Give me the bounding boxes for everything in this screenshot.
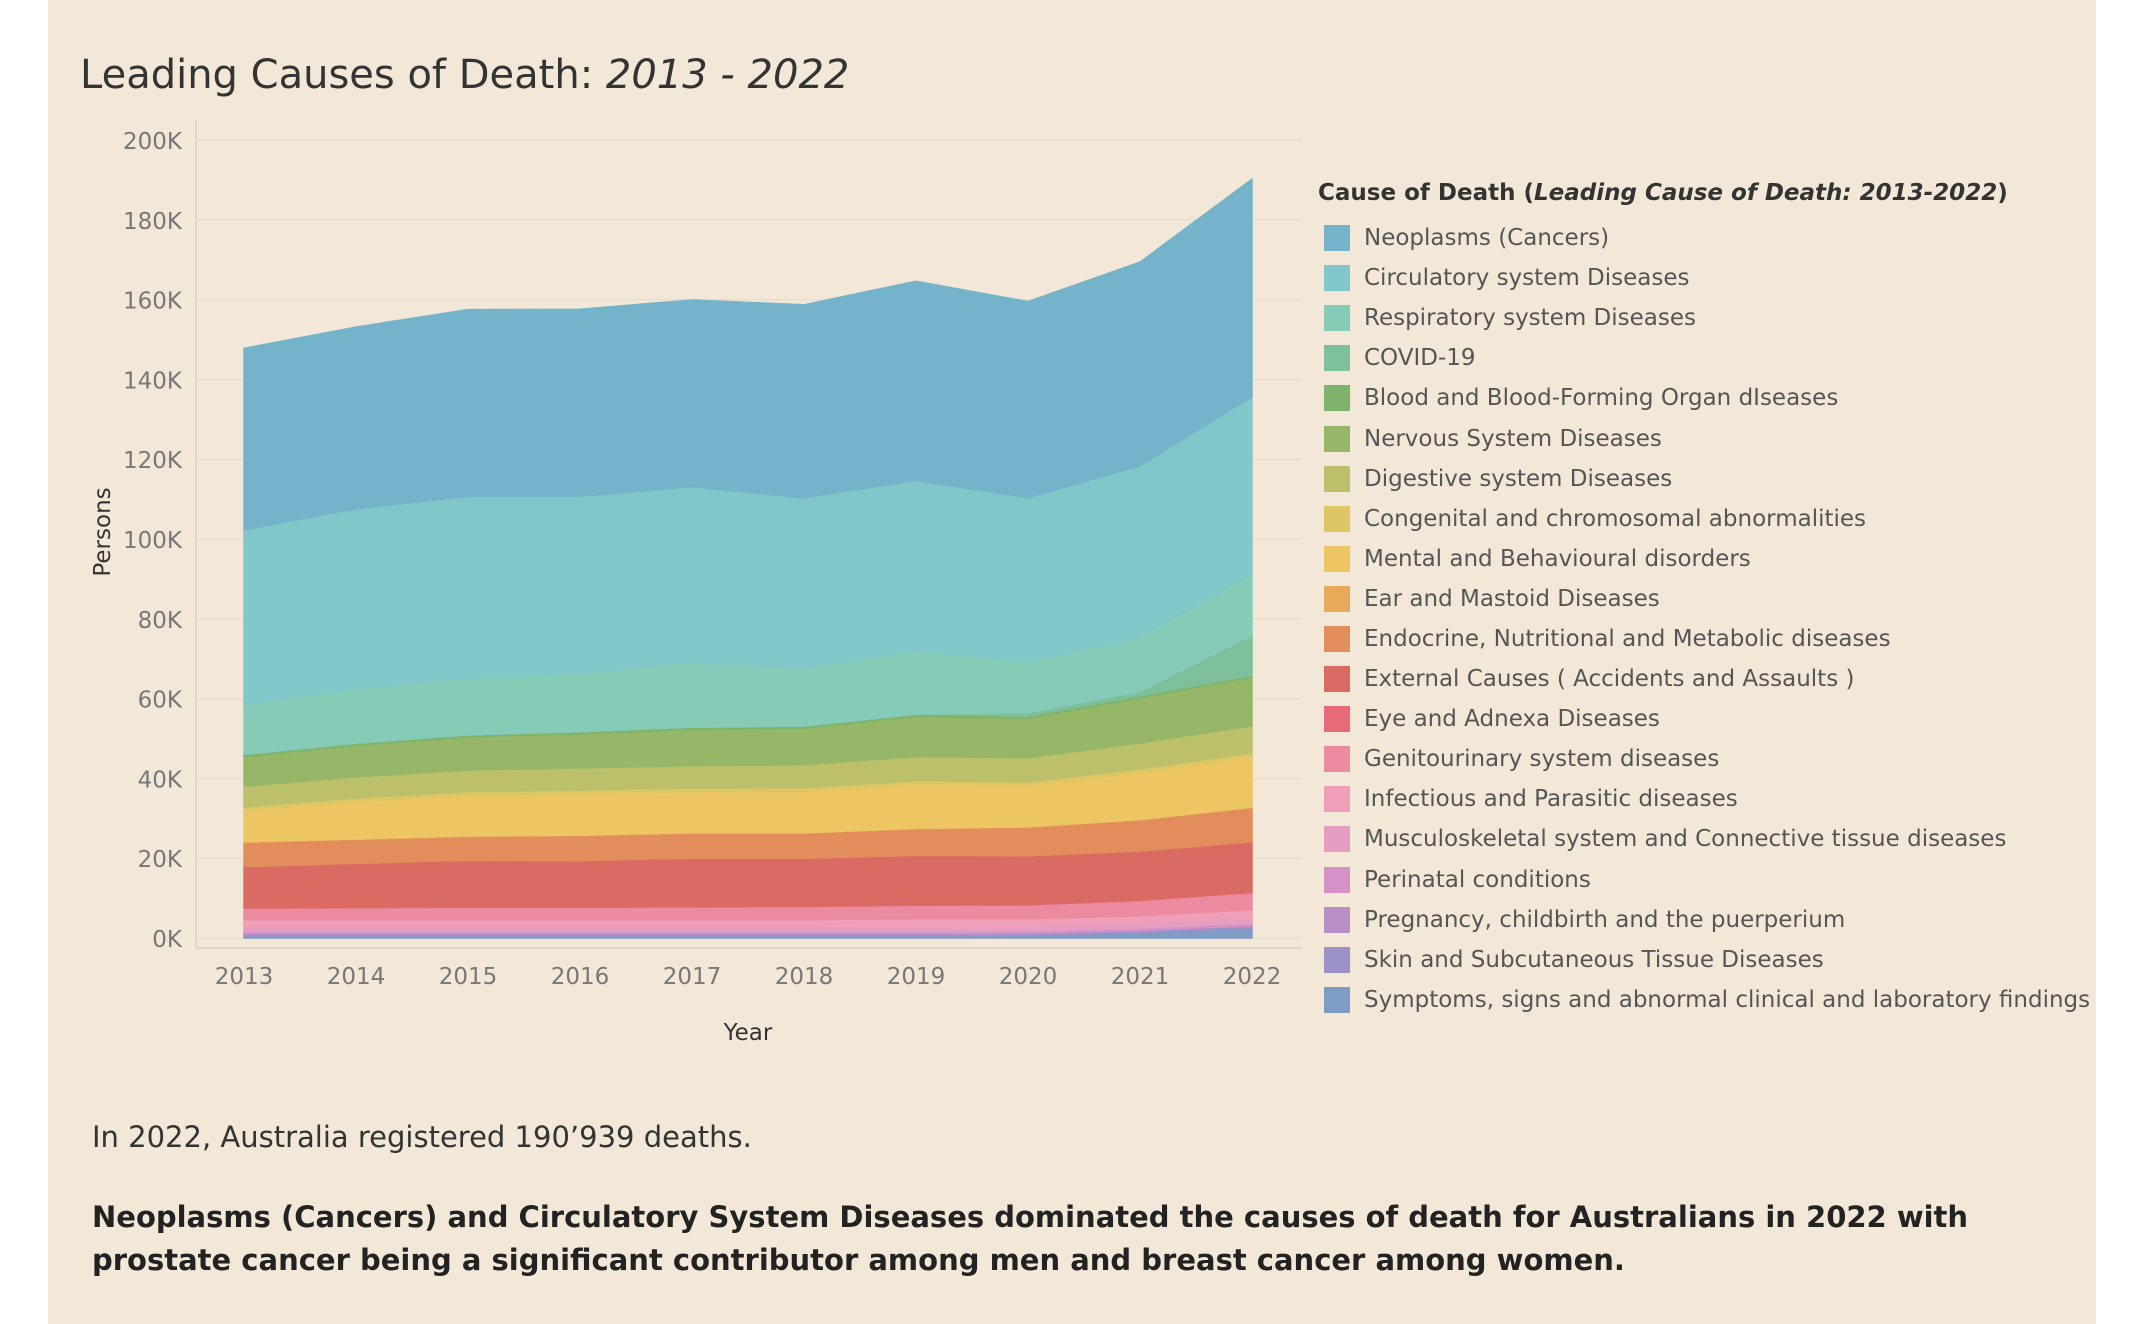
legend-swatch	[1324, 786, 1350, 813]
legend-item[interactable]: Ear and Mastoid Diseases	[1318, 579, 2118, 619]
x-tick-label: 2021	[1111, 964, 1170, 990]
legend-label: Mental and Behavioural disorders	[1364, 545, 1751, 572]
legend-swatch	[1324, 505, 1350, 532]
legend-item[interactable]: Respiratory system Diseases	[1318, 298, 2118, 338]
legend-label: Endocrine, Nutritional and Metabolic dis…	[1364, 625, 1891, 652]
x-tick-label: 2018	[775, 964, 834, 990]
legend-label: Perinatal conditions	[1364, 866, 1591, 893]
legend-swatch	[1324, 706, 1350, 733]
chart-title-main: Leading Causes of Death:	[80, 52, 594, 98]
x-tick-label: 2015	[439, 964, 498, 990]
legend-label: COVID-19	[1364, 345, 1476, 372]
y-tick-label: 160K	[123, 289, 183, 315]
legend-item[interactable]: Skin and Subcutaneous Tissue Diseases	[1318, 940, 2118, 980]
legend-swatch	[1324, 345, 1350, 372]
legend-swatch	[1324, 946, 1350, 973]
detail-text: Neoplasms (Cancers) and Circulatory Syst…	[92, 1200, 1969, 1277]
legend-label: Infectious and Parasitic diseases	[1364, 786, 1738, 813]
legend-label: Respiratory system Diseases	[1364, 305, 1696, 332]
y-tick-label: 140K	[123, 368, 183, 394]
y-tick-label: 60K	[138, 688, 183, 714]
x-tick-label: 2014	[327, 964, 386, 990]
legend: Cause of Death (Leading Cause of Death: …	[1318, 180, 2118, 1020]
area-neoplasms-cancers[interactable]	[243, 178, 1253, 531]
legend-label: Musculoskeletal system and Connective ti…	[1364, 826, 2007, 853]
legend-label: Neoplasms (Cancers)	[1364, 225, 1610, 252]
y-tick-label: 200K	[123, 129, 183, 155]
x-tick-label: 2022	[1223, 964, 1282, 990]
x-axis-title: Year	[723, 1020, 773, 1046]
legend-swatch	[1324, 385, 1350, 412]
legend-swatch	[1324, 425, 1350, 452]
legend-label: Pregnancy, childbirth and the puerperium	[1364, 906, 1846, 933]
legend-swatch	[1324, 826, 1350, 853]
x-tick-label: 2020	[999, 964, 1058, 990]
legend-swatch	[1324, 465, 1350, 492]
legend-item[interactable]: Circulatory system Diseases	[1318, 258, 2118, 298]
legend-item[interactable]: Mental and Behavioural disorders	[1318, 539, 2118, 579]
legend-swatch	[1324, 866, 1350, 893]
legend-item[interactable]: Perinatal conditions	[1318, 860, 2118, 900]
legend-item[interactable]: Congenital and chromosomal abnormalities	[1318, 499, 2118, 539]
legend-swatch	[1324, 625, 1350, 652]
legend-item[interactable]: Genitourinary system diseases	[1318, 739, 2118, 779]
x-tick-label: 2019	[887, 964, 946, 990]
stacked-area-chart: 0K 20K 40K 60K 80K 100K 120K 140K 160K 180K 200K 20…	[90, 120, 1302, 1046]
summary-text: In 2022, Australia registered 190’939 de…	[92, 1120, 752, 1154]
y-tick-label: 120K	[123, 448, 183, 474]
legend-item[interactable]: Neoplasms (Cancers)	[1318, 218, 2118, 258]
legend-item[interactable]: External Causes ( Accidents and Assaults…	[1318, 659, 2118, 699]
legend-label: Nervous System Diseases	[1364, 425, 1662, 452]
legend-label: Eye and Adnexa Diseases	[1364, 706, 1660, 733]
y-tick-label: 180K	[123, 209, 183, 235]
legend-swatch	[1324, 265, 1350, 292]
y-tick-label: 20K	[138, 847, 183, 873]
legend-item[interactable]: Infectious and Parasitic diseases	[1318, 779, 2118, 819]
legend-swatch	[1324, 906, 1350, 933]
legend-title: Cause of Death (Leading Cause of Death: …	[1318, 180, 2008, 206]
x-tick-label: 2016	[551, 964, 610, 990]
chart-title: Leading Causes of Death: 2013 - 2022	[80, 52, 849, 98]
legend-label: Genitourinary system diseases	[1364, 746, 1720, 773]
y-tick-label: 0K	[152, 927, 183, 953]
x-tick-label: 2013	[215, 964, 274, 990]
legend-item[interactable]: Digestive system Diseases	[1318, 459, 2118, 499]
legend-item[interactable]: Eye and Adnexa Diseases	[1318, 699, 2118, 739]
legend-label: Circulatory system Diseases	[1364, 265, 1690, 292]
legend-label: Symptoms, signs and abnormal clinical an…	[1364, 986, 2091, 1013]
legend-label: Congenital and chromosomal abnormalities	[1364, 505, 1867, 532]
legend-swatch	[1324, 305, 1350, 332]
legend-swatch	[1324, 225, 1350, 252]
legend-item[interactable]: Musculoskeletal system and Connective ti…	[1318, 819, 2118, 859]
legend-label: External Causes ( Accidents and Assaults…	[1364, 666, 1855, 693]
legend-item[interactable]: Endocrine, Nutritional and Metabolic dis…	[1318, 619, 2118, 659]
legend-swatch	[1324, 986, 1350, 1013]
legend-item[interactable]: Symptoms, signs and abnormal clinical an…	[1318, 980, 2118, 1020]
legend-item[interactable]: Pregnancy, childbirth and the puerperium	[1318, 900, 2118, 940]
y-axis-title: Persons	[90, 487, 116, 576]
legend-item[interactable]: Blood and Blood-Forming Organ dIseases	[1318, 378, 2118, 418]
legend-label: Ear and Mastoid Diseases	[1364, 585, 1660, 612]
legend-label: Digestive system Diseases	[1364, 465, 1673, 492]
legend-item[interactable]: Nervous System Diseases	[1318, 418, 2118, 458]
x-tick-label: 2017	[663, 964, 722, 990]
legend-item[interactable]: COVID-19	[1318, 338, 2118, 378]
legend-swatch	[1324, 666, 1350, 693]
y-tick-label: 40K	[138, 767, 183, 793]
legend-swatch	[1324, 585, 1350, 612]
legend-label: Blood and Blood-Forming Organ dIseases	[1364, 385, 1839, 412]
y-tick-label: 100K	[123, 528, 183, 554]
chart-title-range: 2013 - 2022	[605, 52, 850, 98]
legend-label: Skin and Subcutaneous Tissue Diseases	[1364, 946, 1824, 973]
legend-swatch	[1324, 746, 1350, 773]
legend-swatch	[1324, 545, 1350, 572]
y-tick-label: 80K	[138, 608, 183, 634]
